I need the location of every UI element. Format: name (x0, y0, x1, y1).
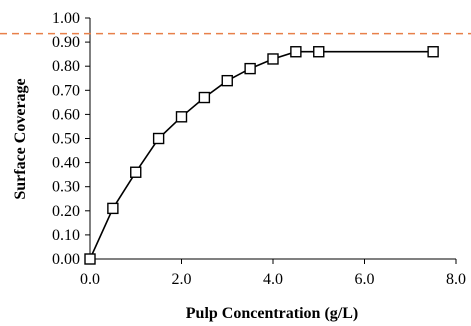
y-tick-label: 0.40 (52, 155, 80, 172)
series-line (89, 50, 434, 260)
y-tick-label: 0.90 (52, 34, 80, 51)
x-tick-label: 0.0 (80, 271, 100, 288)
y-tick-label: 0.70 (52, 82, 80, 99)
data-point-marker (130, 166, 142, 178)
x-tick-label: 4.0 (263, 271, 283, 288)
data-point-marker (152, 132, 165, 145)
y-tick-label: 0.00 (52, 251, 80, 268)
data-point-marker (198, 91, 211, 104)
data-point-marker (107, 202, 119, 215)
data-point-marker (84, 253, 96, 265)
data-point-marker (221, 74, 233, 87)
data-point-marker (313, 46, 325, 58)
data-point-marker (244, 62, 256, 75)
y-tick-label: 0.30 (52, 179, 80, 196)
data-point-marker (175, 111, 188, 123)
y-tick-label: 0.80 (52, 58, 80, 75)
y-tick-label: 0.10 (52, 227, 80, 244)
y-axis-title: Surface Coverage (12, 78, 29, 199)
x-tick-label: 2.0 (172, 271, 192, 288)
y-tick-label: 1.00 (52, 10, 80, 27)
tick-labels: 0.00 0.10 0.20 0.30 0.40 0.50 0.60 0.70 0.80 0.90… (52, 10, 466, 288)
series-group (84, 46, 439, 265)
x-tick-label: 8.0 (446, 271, 466, 288)
data-point-marker (290, 46, 302, 58)
y-tick-label: 0.60 (52, 106, 80, 123)
y-tick-label: 0.20 (52, 203, 80, 220)
data-point-marker (427, 46, 439, 58)
data-point-marker (267, 53, 279, 65)
y-tick-label: 0.50 (52, 131, 80, 148)
x-axis-title: Pulp Concentration (g/L) (186, 305, 358, 322)
x-tick-label: 6.0 (355, 271, 375, 288)
